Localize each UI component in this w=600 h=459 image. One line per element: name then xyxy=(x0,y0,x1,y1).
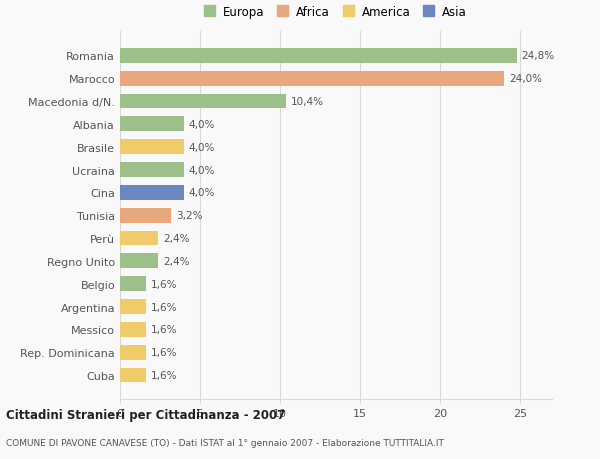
Text: 4,0%: 4,0% xyxy=(189,165,215,175)
Bar xyxy=(120,72,504,86)
Bar xyxy=(120,95,286,109)
Text: 3,2%: 3,2% xyxy=(176,211,203,221)
Text: COMUNE DI PAVONE CANAVESE (TO) - Dati ISTAT al 1° gennaio 2007 - Elaborazione TU: COMUNE DI PAVONE CANAVESE (TO) - Dati IS… xyxy=(6,438,444,447)
Text: 1,6%: 1,6% xyxy=(151,370,177,380)
Text: 4,0%: 4,0% xyxy=(189,120,215,129)
Bar xyxy=(120,345,146,360)
Bar xyxy=(120,163,184,178)
Bar xyxy=(120,254,158,269)
Bar xyxy=(120,117,184,132)
Text: 4,0%: 4,0% xyxy=(189,142,215,152)
Bar xyxy=(120,231,158,246)
Text: 2,4%: 2,4% xyxy=(163,234,190,244)
Text: 1,6%: 1,6% xyxy=(151,279,177,289)
Text: 1,6%: 1,6% xyxy=(151,347,177,358)
Text: 4,0%: 4,0% xyxy=(189,188,215,198)
Legend: Europa, Africa, America, Asia: Europa, Africa, America, Asia xyxy=(205,6,467,19)
Text: 10,4%: 10,4% xyxy=(291,97,324,107)
Bar xyxy=(120,208,171,223)
Text: Cittadini Stranieri per Cittadinanza - 2007: Cittadini Stranieri per Cittadinanza - 2… xyxy=(6,408,285,421)
Bar xyxy=(120,49,517,64)
Bar xyxy=(120,322,146,337)
Text: 1,6%: 1,6% xyxy=(151,325,177,335)
Text: 2,4%: 2,4% xyxy=(163,256,190,266)
Bar xyxy=(120,140,184,155)
Text: 24,8%: 24,8% xyxy=(521,51,555,61)
Bar xyxy=(120,299,146,314)
Bar xyxy=(120,277,146,291)
Bar xyxy=(120,368,146,383)
Text: 1,6%: 1,6% xyxy=(151,302,177,312)
Text: 24,0%: 24,0% xyxy=(509,74,542,84)
Bar xyxy=(120,185,184,200)
